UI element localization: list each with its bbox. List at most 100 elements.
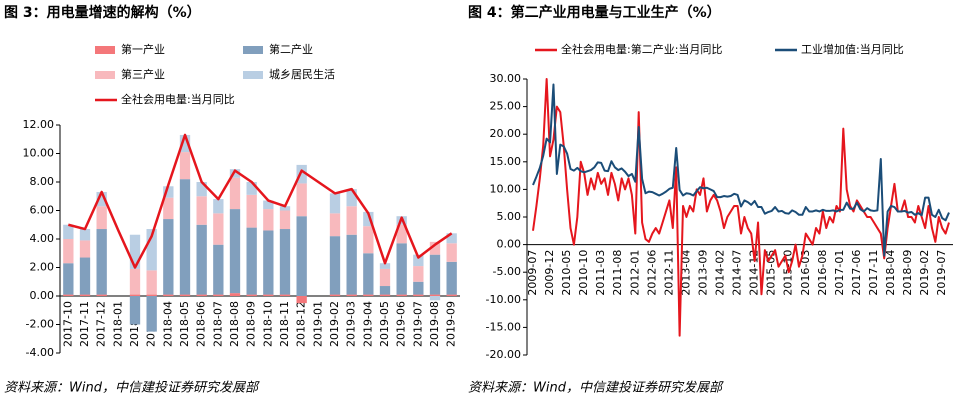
x-tick-label: 2019-09 [445,301,458,347]
bar [363,294,374,296]
bar [429,254,441,295]
bar [279,210,291,230]
x-tick-label: 2017-11 [867,250,880,296]
x-tick-label: 2014-07 [731,250,744,296]
x-tick-label: 2009-12 [543,250,556,296]
chart-title: 图 3：用电量增速的解构（%） [4,4,201,21]
bar [196,182,207,197]
y-tick-label: 30.00 [490,72,522,85]
bar [429,296,441,301]
x-tick-label: 2012-06 [645,250,658,296]
bar [179,179,191,295]
bar [79,229,91,241]
legend-swatch [95,46,115,54]
bar [196,294,207,296]
bar [129,268,141,295]
bar [163,294,174,296]
bar [379,263,391,269]
x-tick-label: 2018-12 [295,301,308,347]
bar [263,294,274,296]
x-tick-label: 2018-10 [261,301,274,347]
bar [163,197,174,220]
bar [146,294,157,296]
x-tick-label: 2012-11 [662,250,675,296]
y-tick-label: 0.00 [497,238,522,251]
bar [279,206,291,211]
x-tick-label: 2018-08 [228,301,241,347]
legend-label: 全社会用电量:当月同比 [121,92,235,106]
x-tick-label: 2018-04 [884,250,897,296]
bar [79,257,91,295]
bar [79,240,91,258]
bar [179,294,191,296]
bar [146,296,157,332]
x-tick-label: 2019-07 [411,301,424,347]
x-tick-label: 2017-12 [95,301,108,347]
legend-label: 第一产业 [121,42,165,56]
bar [129,234,141,269]
y-tick-label: 4.00 [30,232,55,245]
bar [96,294,107,296]
bar [179,152,191,180]
bar [229,293,241,296]
bar [263,209,274,231]
bar [446,261,457,295]
legend-swatch [243,71,263,79]
bar [446,233,457,244]
bar [213,213,224,245]
x-tick-label: 2013-04 [679,250,692,296]
y-tick-label: -10.00 [486,293,521,306]
x-tick-label: 2018-06 [195,301,208,347]
bar [346,294,357,296]
bar [446,243,457,262]
source: 资料来源：Wind，中信建投证券研究发展部 [4,380,260,396]
bar [396,294,407,296]
bar [79,294,91,296]
x-tick-label: 2010-05 [560,250,573,296]
bar [296,216,307,296]
bar [346,234,357,295]
line [532,83,950,257]
bar [413,254,424,267]
x-tick-label: 2018-07 [211,301,224,347]
bar [246,227,257,295]
bar [63,224,74,239]
bar [63,263,74,295]
y-tick-label: 25.00 [490,100,522,113]
legend-label: 第三产业 [121,67,165,81]
x-tick-label: 2017-11 [78,301,91,347]
bar [346,189,357,207]
bar [129,296,141,325]
x-tick-label: 2011-08 [611,250,624,296]
bar [413,294,424,296]
bar [329,236,341,295]
bar [196,224,207,295]
bar [396,224,407,244]
bar [279,229,291,295]
x-tick-label: 2018-09 [245,301,258,347]
bar [363,226,374,254]
x-tick-label: 2019-06 [395,301,408,347]
x-tick-label: 2017-10 [61,301,74,347]
legend-swatch [95,71,115,79]
bar [213,244,224,295]
bar [63,239,74,264]
x-tick-label: 2018-05 [178,301,191,347]
x-tick-label: 2010-10 [577,250,590,296]
chart-title: 图 4：第二产业用电量与工业生产（%） [468,4,721,21]
bar [246,182,257,195]
legend-label: 第二产业 [269,42,313,56]
bar [63,294,74,296]
x-tick-label: 2019-02 [328,301,341,347]
bar [429,294,441,296]
bar [413,281,424,295]
bar [263,230,274,295]
bar [363,253,374,295]
bar [163,219,174,295]
bar [196,196,207,225]
bar [263,200,274,210]
bar [229,209,241,294]
x-tick-label: 2014-12 [748,250,761,296]
x-tick-label: 2019-04 [361,301,374,347]
x-tick-label: 2012-01 [628,250,641,296]
